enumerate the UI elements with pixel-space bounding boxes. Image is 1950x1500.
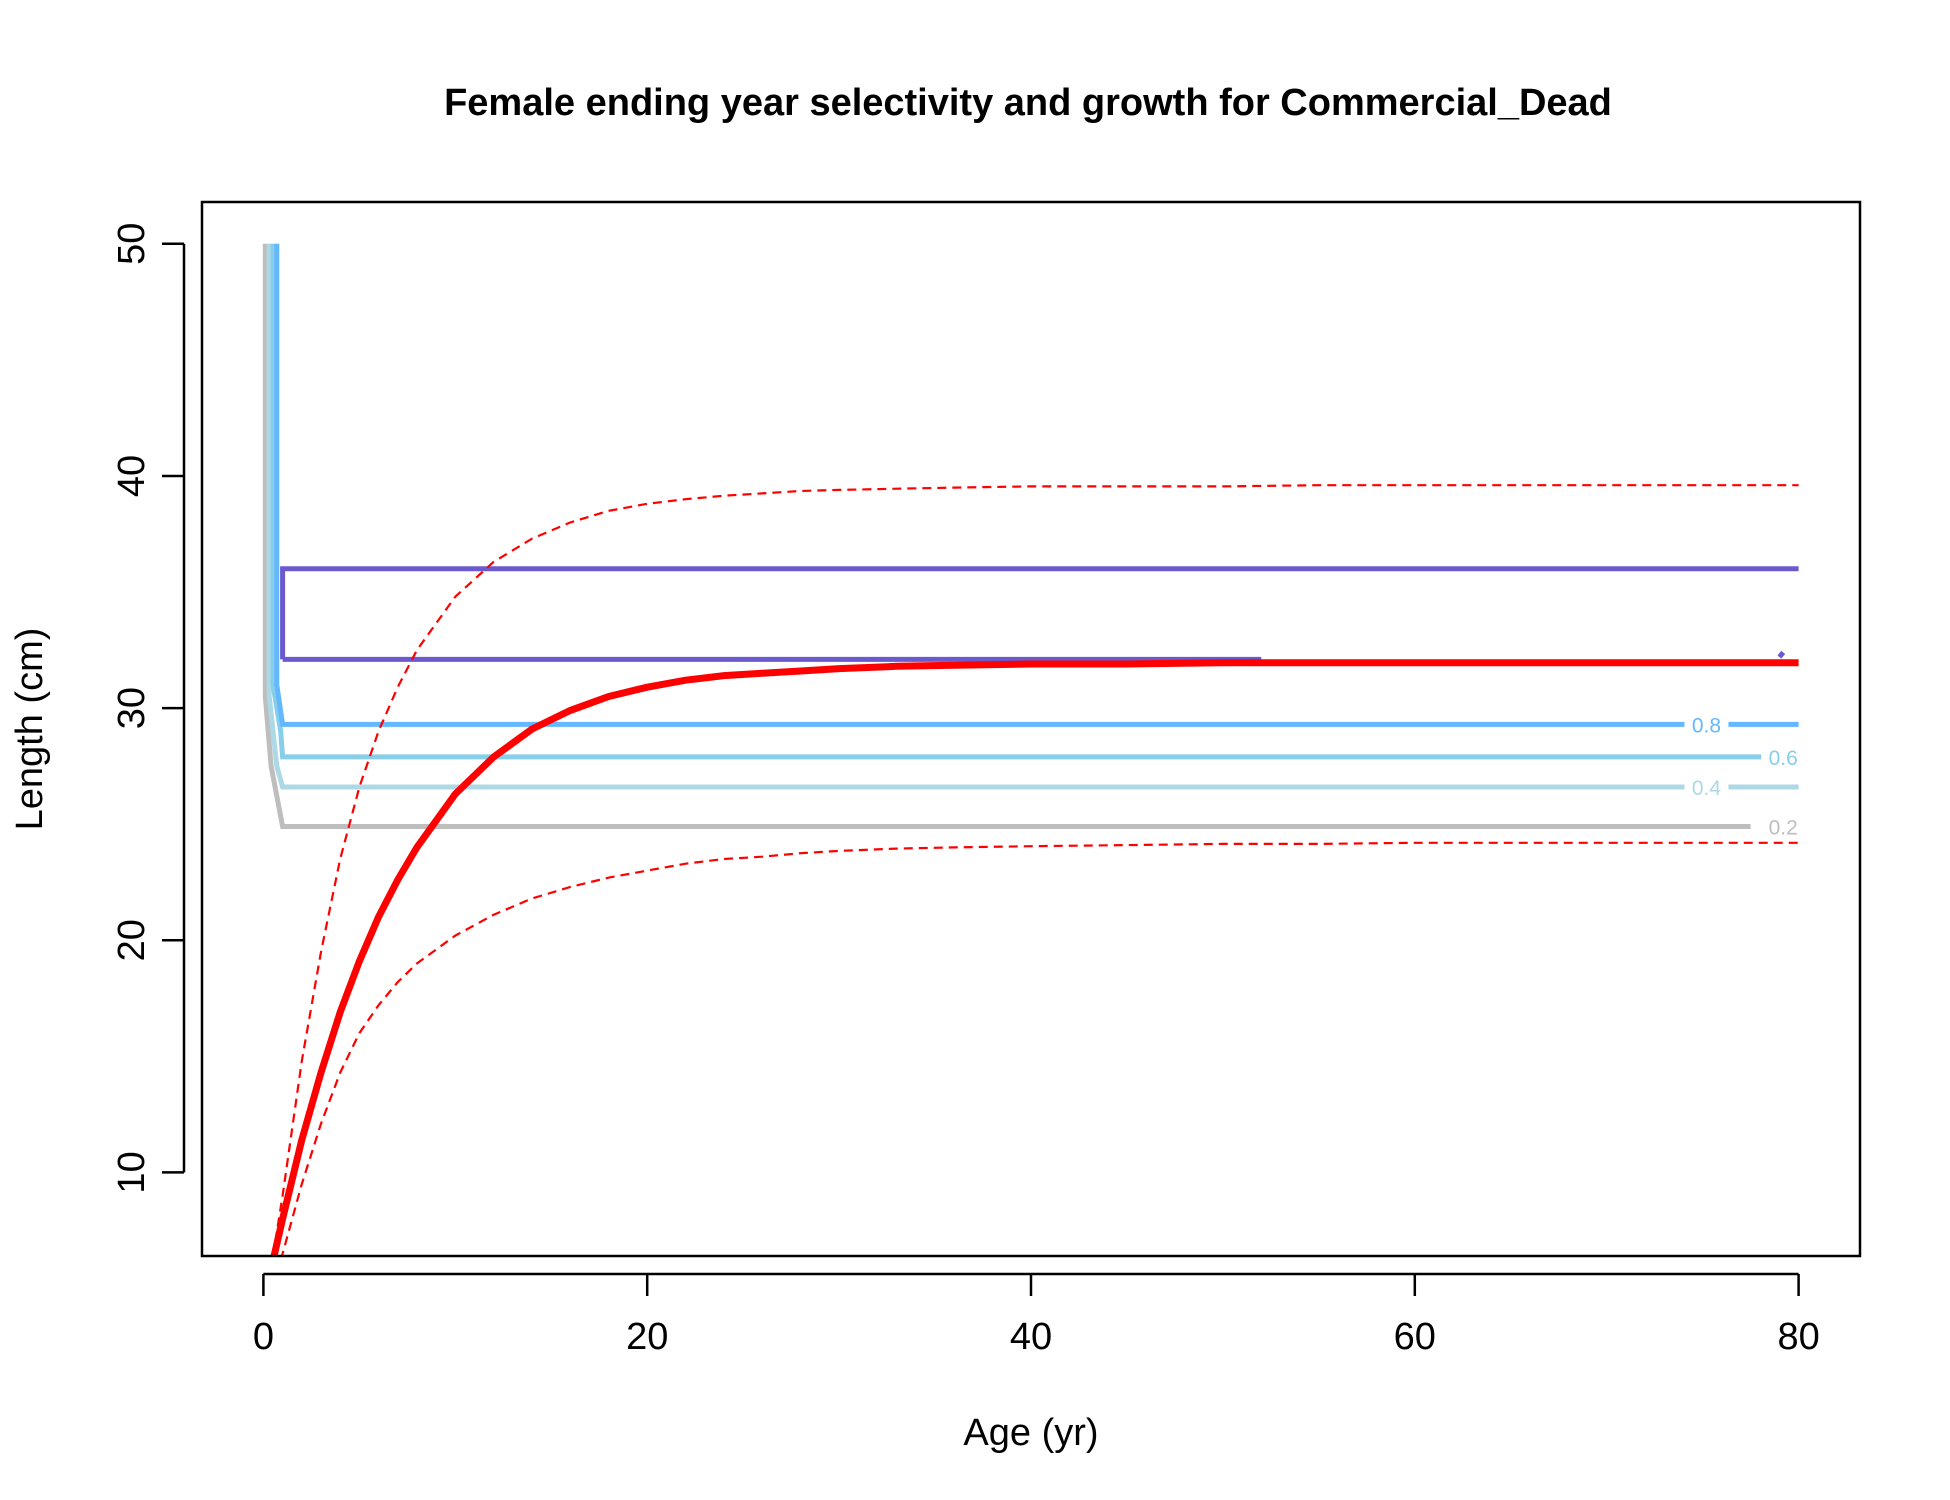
y-tick-label: 30 <box>111 687 153 729</box>
y-tick-label: 10 <box>111 1151 153 1193</box>
contour-label-bg-0-6 <box>1761 742 1806 771</box>
x-tick-label: 0 <box>253 1316 274 1358</box>
contour-label-bg-0-2 <box>1761 812 1806 841</box>
growth-lower-bound-line <box>280 841 1799 1256</box>
contour-label-0-6: 0.6 <box>1769 747 1798 770</box>
selectivity-contour-1-4 <box>280 566 1799 660</box>
contour-label-0-8: 0.8 <box>1692 714 1721 737</box>
x-axis-label: Age (yr) <box>963 1412 1098 1454</box>
contour-label-0-4: 0.4 <box>1692 777 1722 800</box>
plot-area <box>262 243 1799 1256</box>
y-tick-label: 40 <box>111 455 153 497</box>
chart-title: Female ending year selectivity and growt… <box>444 82 1612 124</box>
x-tick-label: 60 <box>1394 1316 1436 1358</box>
selectivity-contour-0-2-0 <box>262 243 1751 829</box>
y-axis: 10 20 30 40 50 <box>111 223 186 1194</box>
plot-frame <box>200 200 1862 1258</box>
contour-label-0-2: 0.2 <box>1769 817 1798 840</box>
contour-label-bg-0-8 <box>1684 710 1729 739</box>
x-axis: 0 20 40 60 80 <box>253 1272 1820 1358</box>
contour-label-bg-0-4 <box>1684 773 1729 802</box>
x-tick-label: 80 <box>1777 1316 1819 1358</box>
y-tick-label: 50 <box>111 223 153 265</box>
y-axis-label: Length (cm) <box>9 628 51 831</box>
selectivity-contour-0-6-2 <box>270 243 1780 760</box>
x-tick-label: 20 <box>626 1316 668 1358</box>
selectivity-contour-0-8-3 <box>274 243 1799 727</box>
selectivity-contour-1-6 <box>1777 650 1786 659</box>
y-tick-label: 20 <box>111 919 153 961</box>
x-tick-label: 40 <box>1010 1316 1052 1358</box>
growth-mean-line <box>270 659 1799 1256</box>
growth-upper-bound-line <box>271 484 1799 1256</box>
